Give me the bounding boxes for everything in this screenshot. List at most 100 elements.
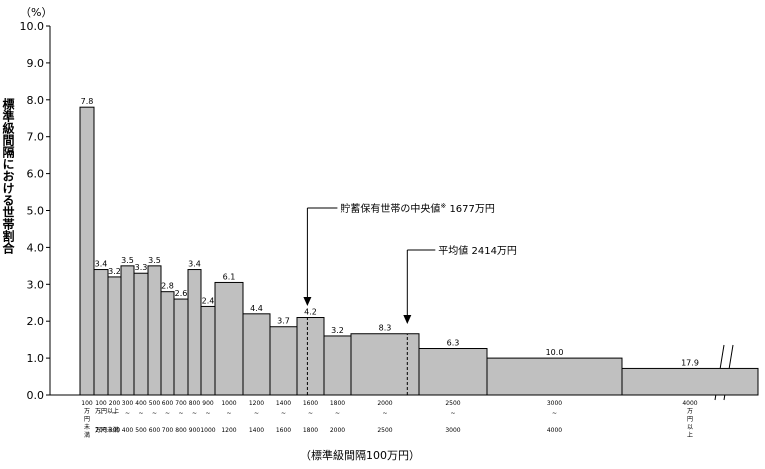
x-label-range-mark: ~ bbox=[178, 410, 183, 417]
x-label-to: 1400 bbox=[249, 427, 264, 434]
x-label-to: 700 bbox=[162, 427, 174, 434]
x-label-range-mark: ~ bbox=[152, 410, 157, 417]
bar-value-label: 2.4 bbox=[202, 296, 215, 305]
x-axis-title: （標準級間隔100万円） bbox=[300, 449, 420, 462]
mean-annotation-label: 平均値 2414万円 bbox=[438, 244, 517, 257]
bar-value-labels: 7.83.43.23.53.33.52.82.63.42.46.14.43.74… bbox=[81, 97, 699, 367]
x-label-range-mark: ~ bbox=[281, 410, 286, 417]
x-label-to: 2000 bbox=[330, 427, 345, 434]
bar bbox=[418, 348, 488, 396]
x-label-char: 満 bbox=[84, 431, 90, 439]
bar bbox=[486, 357, 623, 396]
x-label-char: 万 bbox=[687, 408, 693, 415]
y-tick-label: 9.0 bbox=[27, 57, 45, 70]
x-label-to: 1200 bbox=[221, 427, 236, 434]
bar bbox=[133, 272, 149, 396]
x-label-range-mark: ~ bbox=[254, 410, 259, 417]
x-label-from: 600 bbox=[162, 400, 174, 407]
x-label-range-mark: ~ bbox=[205, 410, 210, 417]
x-label-to: 900 bbox=[189, 427, 201, 434]
x-label-from: 900 bbox=[202, 400, 214, 407]
bar bbox=[350, 333, 420, 396]
bar-value-label: 2.8 bbox=[161, 282, 174, 291]
y-tick-label: 1.0 bbox=[27, 352, 45, 365]
bar bbox=[107, 276, 122, 396]
y-tick-label: 10.0 bbox=[20, 20, 45, 33]
x-label-range-mark: ~ bbox=[98, 410, 103, 417]
median-annotation-label: 貯蓄保有世帯の中央値※ 1677万円 bbox=[340, 202, 495, 215]
bar-value-label: 10.0 bbox=[546, 348, 564, 357]
y-tick-label: 0.0 bbox=[27, 389, 45, 402]
x-label-range-mark: ~ bbox=[450, 410, 455, 417]
mean-arrow-head bbox=[403, 315, 412, 324]
y-tick-label: 8.0 bbox=[27, 94, 45, 107]
bar bbox=[173, 298, 189, 396]
x-label-from: 700 bbox=[175, 400, 187, 407]
bar-value-label: 6.1 bbox=[223, 272, 236, 281]
bar-value-label: 3.4 bbox=[95, 260, 108, 269]
bar-value-label: 17.9 bbox=[681, 358, 699, 367]
x-label-from: 500 bbox=[149, 400, 161, 407]
bar bbox=[120, 265, 135, 396]
x-label-range-mark: ~ bbox=[138, 410, 143, 417]
x-label-range-mark: ~ bbox=[335, 410, 340, 417]
bar-value-label: 7.8 bbox=[81, 97, 94, 106]
bar-value-label: 3.5 bbox=[148, 256, 161, 265]
bar bbox=[269, 326, 298, 396]
x-label-from: 1200 bbox=[249, 400, 264, 407]
x-label-char: 上 bbox=[687, 431, 693, 439]
bar-value-label: 3.4 bbox=[188, 260, 201, 269]
y-tick-label: 6.0 bbox=[27, 168, 45, 181]
x-label-char: 円 bbox=[687, 416, 693, 423]
bar-value-label: 3.5 bbox=[121, 256, 134, 265]
y-axis-unit: （%） bbox=[20, 6, 53, 19]
bar-value-label: 4.2 bbox=[304, 308, 317, 317]
y-tick-label: 2.0 bbox=[27, 315, 45, 328]
x-label-from: 100 bbox=[95, 400, 107, 407]
x-label-unit-top: 万円以上 bbox=[95, 407, 119, 415]
x-label-unit-bottom: 万円未満 bbox=[95, 426, 119, 434]
median-annotation-mark: ※ bbox=[440, 202, 446, 210]
x-label-char: 万 bbox=[84, 408, 90, 415]
chart-bars bbox=[79, 106, 759, 396]
bar-value-label: 3.2 bbox=[331, 326, 344, 335]
x-label-to: 800 bbox=[175, 427, 187, 434]
x-label-range-mark: ~ bbox=[226, 410, 231, 417]
x-label-to: 400 bbox=[122, 427, 134, 434]
x-tick-labels: 100万円未満100万円以上万円未満~200200~300300~400400~… bbox=[81, 400, 698, 439]
x-label-to: 500 bbox=[135, 427, 147, 434]
y-tick-label: 7.0 bbox=[27, 131, 45, 144]
y-tick-label: 3.0 bbox=[27, 278, 45, 291]
bar-value-label: 3.2 bbox=[108, 267, 121, 276]
bar bbox=[621, 367, 759, 396]
x-label-from: 100 bbox=[81, 400, 93, 407]
bar bbox=[187, 269, 202, 396]
bar bbox=[147, 265, 162, 396]
x-label-range-mark: ~ bbox=[125, 410, 130, 417]
x-label-from: 1000 bbox=[221, 400, 236, 407]
mean-annotation-value: 2414万円 bbox=[468, 246, 517, 257]
bar bbox=[200, 305, 216, 396]
x-label-from: 4000 bbox=[682, 400, 697, 407]
x-label-from: 1800 bbox=[330, 400, 345, 407]
mean-annotation-text: 平均値 bbox=[438, 244, 468, 257]
bar-value-label: 2.6 bbox=[175, 289, 188, 298]
x-label-to: 1800 bbox=[303, 427, 318, 434]
bar bbox=[323, 335, 352, 396]
bar-value-label: 4.4 bbox=[250, 304, 263, 313]
median-arrow-head bbox=[303, 297, 312, 306]
x-label-from: 1400 bbox=[276, 400, 291, 407]
median-guide bbox=[307, 208, 339, 300]
x-label-to: 1600 bbox=[276, 427, 291, 434]
x-label-to: 3000 bbox=[445, 427, 460, 434]
x-label-range-mark: ~ bbox=[308, 410, 313, 417]
bar-value-label: 6.3 bbox=[447, 339, 460, 348]
y-tick-label: 5.0 bbox=[27, 205, 45, 218]
bar-value-label: 3.3 bbox=[135, 263, 148, 272]
x-label-range-mark: ~ bbox=[165, 410, 170, 417]
x-label-to: 2500 bbox=[377, 427, 392, 434]
x-label-to: 200 bbox=[95, 427, 107, 434]
x-label-from: 400 bbox=[135, 400, 147, 407]
x-label-from: 200 bbox=[109, 400, 121, 407]
